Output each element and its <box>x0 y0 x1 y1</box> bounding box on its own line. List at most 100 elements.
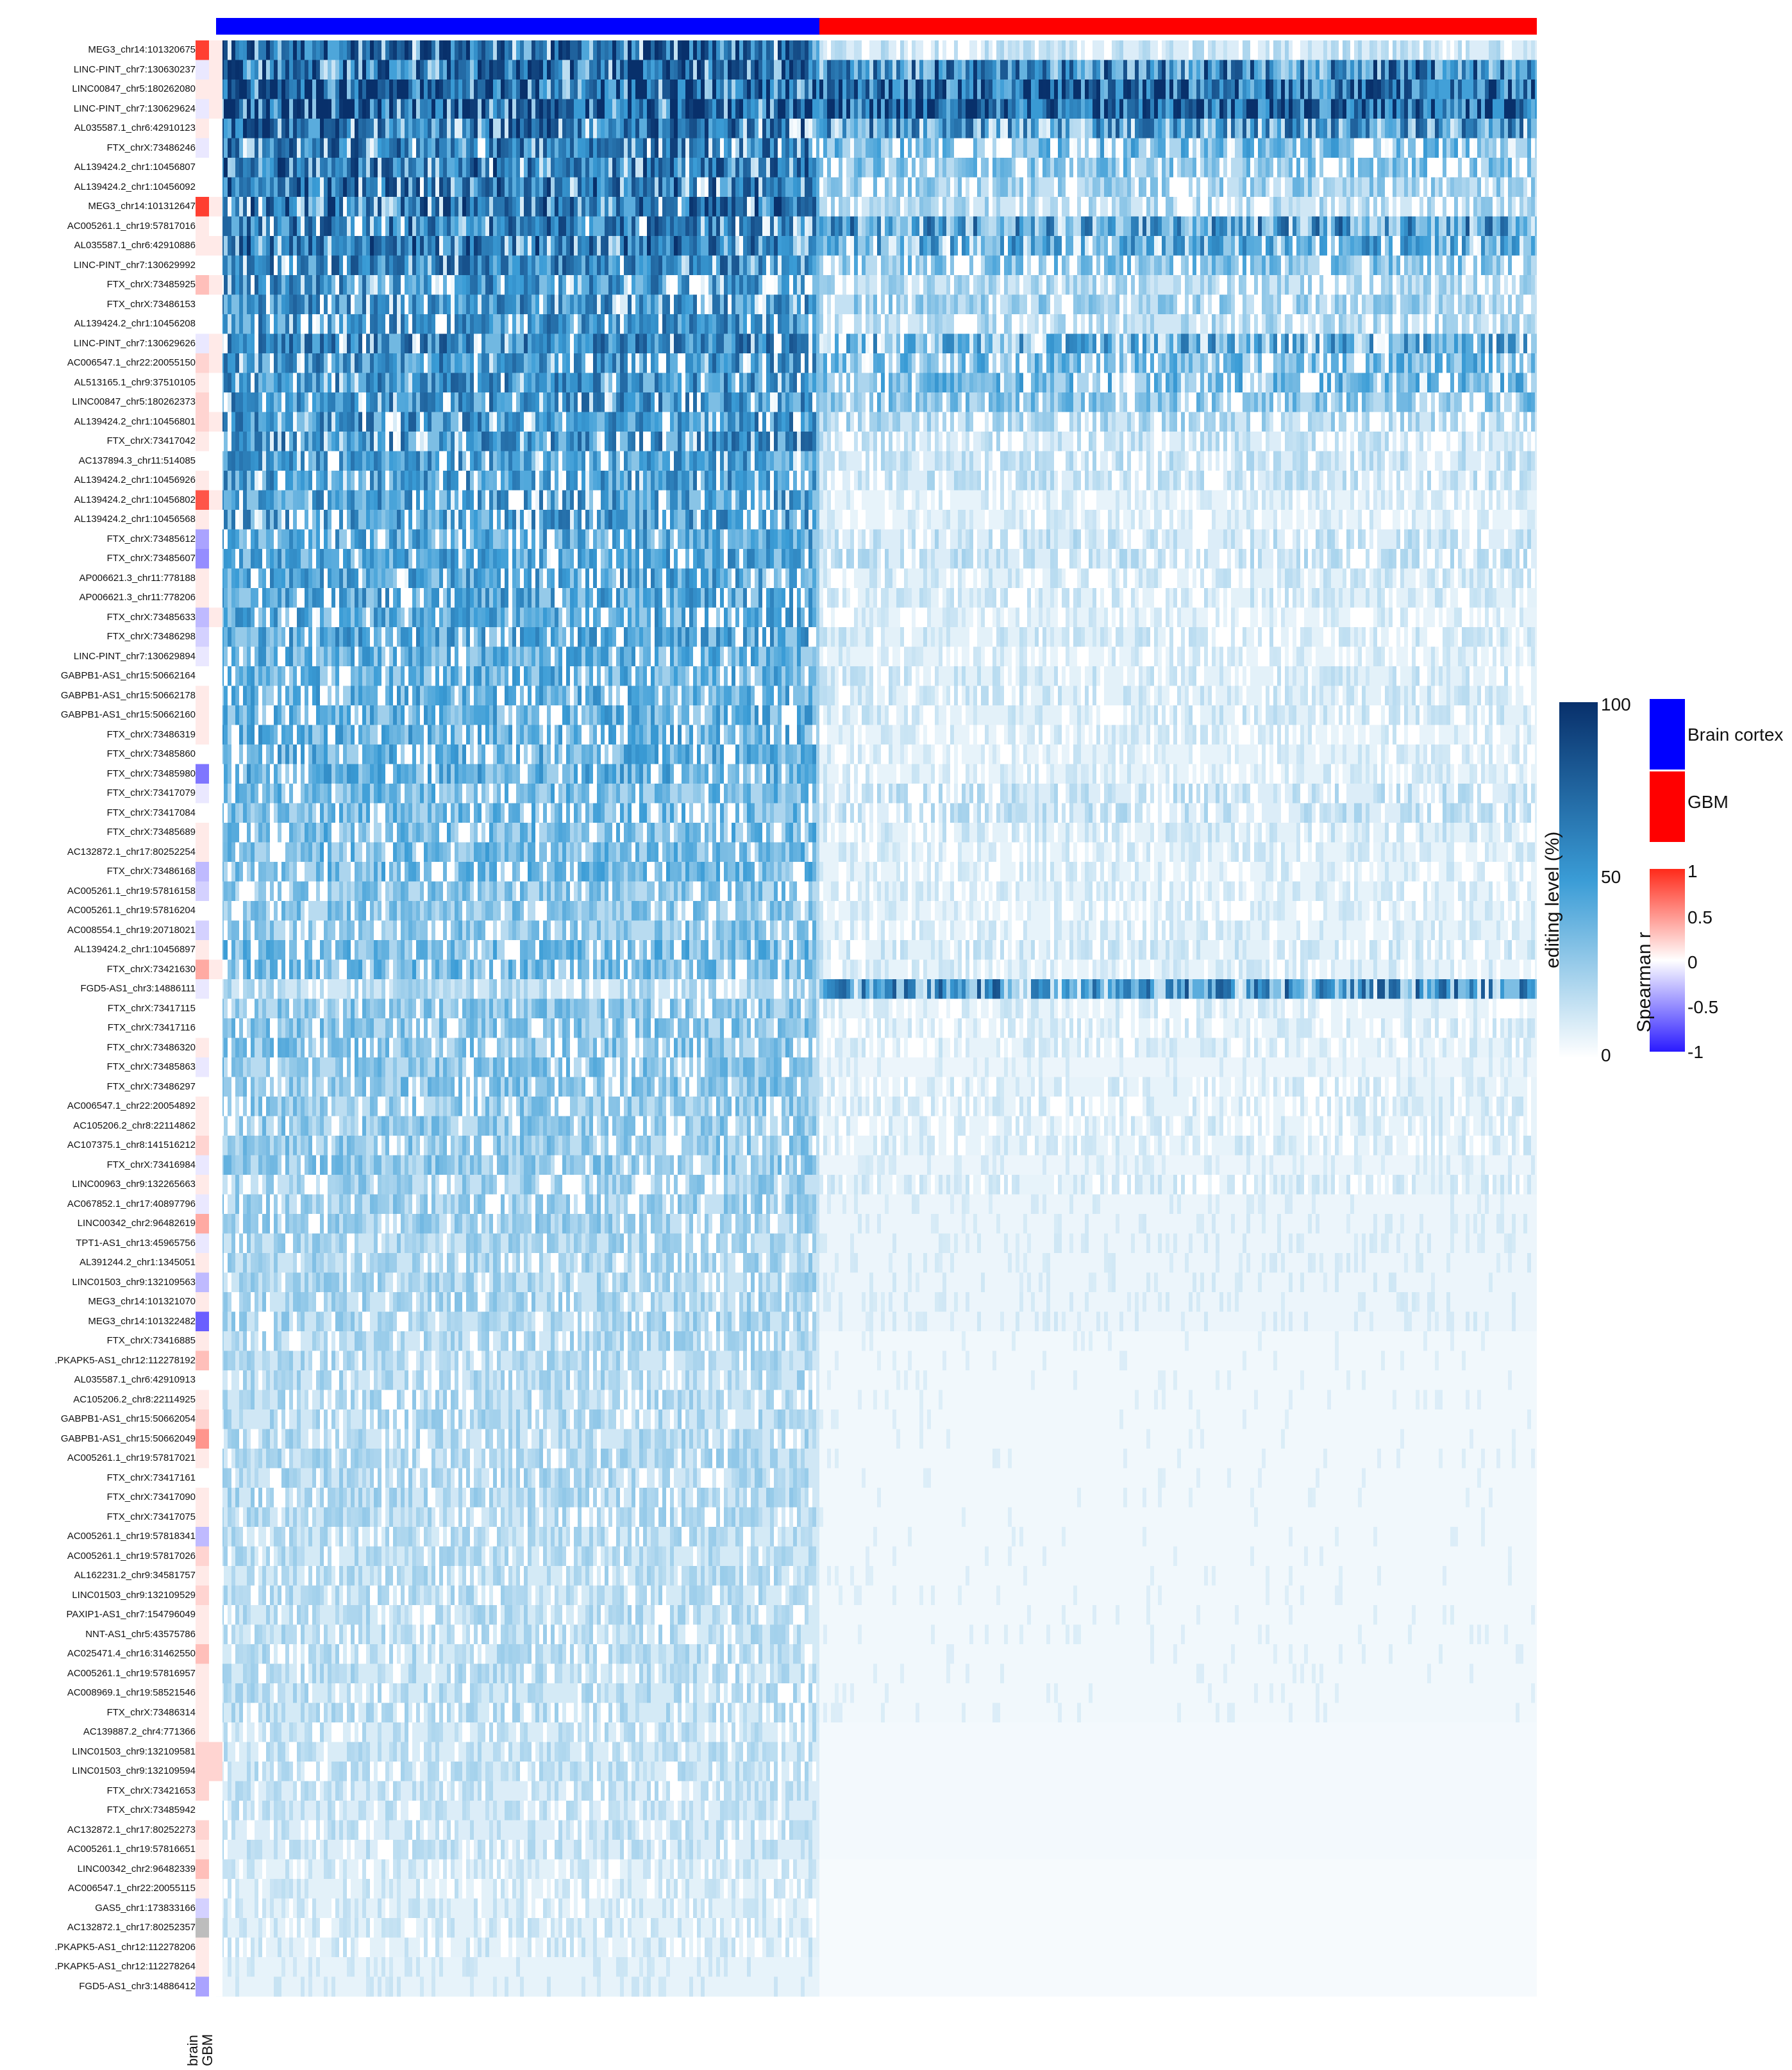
heatmap-cell-strip <box>1412 138 1416 158</box>
heatmap-cell-strip <box>1404 686 1408 706</box>
heatmap-cell-strip <box>462 412 466 432</box>
heatmap-cell-strip <box>1004 529 1008 550</box>
heatmap-cell-strip <box>827 40 1512 61</box>
heatmap-cell-strip <box>501 607 505 628</box>
heatmap-cell-strip <box>981 216 985 237</box>
heatmap-cell-strip <box>797 432 801 452</box>
heatmap-cell-strip <box>1119 627 1123 648</box>
heatmap-cell-strip <box>308 607 312 628</box>
heatmap-cell-strip <box>1296 236 1300 257</box>
heatmap-cell-strip <box>328 510 331 530</box>
heatmap-cell-strip <box>601 255 605 276</box>
heatmap-cell-strip <box>992 177 996 198</box>
heatmap-cell-strip <box>869 353 873 374</box>
heatmap-cell-strip <box>916 490 919 510</box>
heatmap-cell-strip <box>728 197 732 217</box>
heatmap-cell-strip <box>674 255 678 276</box>
heatmap-cell-strip <box>747 549 751 569</box>
heatmap-cell-strip <box>701 119 705 139</box>
heatmap-cell-strip <box>428 705 431 726</box>
heatmap-cell-strip <box>378 294 381 315</box>
heatmap-cell-strip <box>1485 275 1489 296</box>
heatmap-cell-strip <box>739 392 743 413</box>
heatmap-cell-strip <box>470 216 474 237</box>
heatmap-cell-strip <box>1266 432 1269 452</box>
heatmap-cell-strip <box>1100 353 1104 374</box>
heatmap-cell-strip <box>428 80 431 100</box>
heatmap-cell-strip <box>1354 412 1358 432</box>
heatmap-cell-strip <box>747 568 751 589</box>
heatmap-cell-strip <box>489 510 493 530</box>
heatmap-cell-strip <box>405 549 408 569</box>
heatmap-cell-strip <box>308 549 312 569</box>
heatmap-cell-strip <box>685 294 689 315</box>
heatmap-cell-strip <box>420 529 424 550</box>
heatmap-cell-strip <box>235 99 239 119</box>
heatmap-cell-strip <box>255 275 258 296</box>
heatmap-cell-strip <box>358 40 362 61</box>
heatmap-cell-strip <box>605 412 608 432</box>
heatmap-cell-strip <box>555 627 558 648</box>
heatmap-cell-strip <box>535 373 539 393</box>
heatmap-cell-strip <box>716 373 720 393</box>
heatmap-cell-strip <box>393 314 397 335</box>
heatmap-cell-strip <box>1466 40 1470 61</box>
heatmap-cell-strip <box>628 373 632 393</box>
heatmap-cell-strip <box>1093 80 1096 100</box>
heatmap-cell-strip <box>1396 490 1400 510</box>
heatmap-cell-strip <box>462 686 466 706</box>
heatmap-cell-strip <box>247 373 251 393</box>
heatmap-cell-strip <box>977 236 981 257</box>
heatmap-cell-strip <box>1046 686 1050 706</box>
heatmap-cell-strip <box>628 314 632 335</box>
heatmap-cell-strip <box>451 510 455 530</box>
heatmap-cell-strip <box>682 666 685 687</box>
heatmap-cell-strip <box>1446 119 1450 139</box>
heatmap-cell-strip <box>992 119 996 139</box>
heatmap-cell-strip <box>1150 99 1154 119</box>
heatmap-cell-strip <box>585 471 589 491</box>
heatmap-cell-strip <box>285 138 289 158</box>
heatmap-cell-strip <box>639 40 643 61</box>
heatmap-cell-strip <box>305 373 308 393</box>
heatmap-cell-strip <box>574 333 578 354</box>
heatmap-cell-strip <box>1108 510 1112 530</box>
heatmap-cell-strip <box>381 158 385 178</box>
heatmap-cell-strip <box>647 686 651 706</box>
heatmap-cell-strip <box>658 236 662 257</box>
heatmap-cell-strip <box>881 333 885 354</box>
heatmap-cell-strip <box>239 236 274 257</box>
heatmap-cell-strip <box>1335 353 1339 374</box>
heatmap-cell-strip <box>274 607 278 628</box>
heatmap-cell-strip <box>662 373 666 393</box>
heatmap-cell-strip <box>320 412 324 432</box>
heatmap-cell-strip <box>1285 99 1289 119</box>
heatmap-cell-strip <box>347 646 351 667</box>
heatmap-cell-strip <box>239 99 243 119</box>
heatmap-cell-strip <box>1000 158 1004 178</box>
heatmap-cell-strip <box>474 333 478 354</box>
heatmap-cell-strip <box>1023 138 1027 158</box>
heatmap-cell-strip <box>647 529 651 550</box>
heatmap-cell-strip <box>558 197 562 217</box>
heatmap-cell-strip <box>889 686 892 706</box>
heatmap-cell-strip <box>574 529 578 550</box>
heatmap-cell-strip <box>885 275 1389 296</box>
heatmap-cell-strip <box>405 490 408 510</box>
heatmap-cell-strip <box>458 275 462 296</box>
heatmap-cell-strip <box>992 236 996 257</box>
heatmap-cell-strip <box>589 80 593 100</box>
heatmap-cell-strip <box>873 80 877 100</box>
heatmap-cell-strip <box>370 255 374 276</box>
heatmap-cell-strip <box>862 432 1377 452</box>
heatmap-cell-strip <box>1435 333 1439 354</box>
heatmap-cell-strip <box>1212 275 1216 296</box>
heatmap-cell-strip <box>447 549 451 569</box>
heatmap-cell-strip <box>1189 353 1193 374</box>
heatmap-cell-strip <box>1523 333 1527 354</box>
heatmap-cell-strip <box>778 646 782 667</box>
heatmap-cell-strip <box>331 236 335 257</box>
heatmap-cell-strip <box>593 549 597 569</box>
heatmap-cell-strip <box>231 138 235 158</box>
heatmap-cell-strip <box>547 80 551 100</box>
